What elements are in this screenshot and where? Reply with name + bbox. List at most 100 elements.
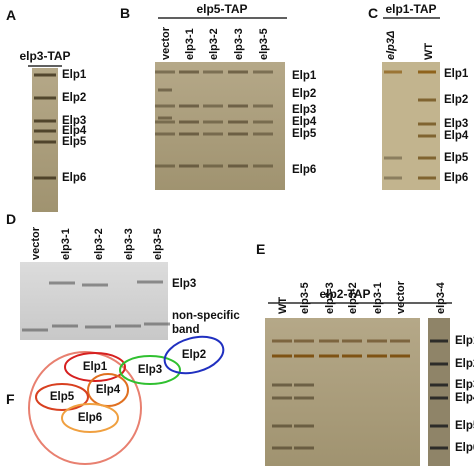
lane-label: elp3-1 <box>372 282 384 314</box>
band <box>34 140 56 144</box>
band-label: Elp4 <box>62 125 87 137</box>
band <box>179 132 199 136</box>
lane-label: vector <box>30 226 42 260</box>
band <box>272 354 292 358</box>
band-label: Elp1 <box>292 70 317 82</box>
band-label: Elp4 <box>292 116 317 128</box>
node-label: Elp2 <box>182 349 206 361</box>
band <box>34 176 56 180</box>
band <box>294 396 314 400</box>
band <box>34 96 56 100</box>
lane-label: elp3-1 <box>184 28 196 60</box>
band <box>179 120 199 124</box>
band <box>430 446 448 450</box>
gels <box>20 62 450 466</box>
panel-title: elp5-TAP <box>196 2 247 16</box>
band-label: Elp3 <box>455 379 474 391</box>
band <box>158 116 172 120</box>
lane-label: elp3-2 <box>208 28 220 60</box>
complex-outline <box>28 351 142 465</box>
band <box>179 70 199 74</box>
lane-label: elp3-5 <box>299 282 311 314</box>
diagram <box>28 335 225 465</box>
band <box>418 134 436 138</box>
band-label: Elp5 <box>455 420 474 432</box>
lane-label: elp3-5 <box>152 228 164 260</box>
node-elp1 <box>64 352 126 382</box>
panel-title: elp3-TAP <box>19 49 70 63</box>
band <box>430 383 448 387</box>
band <box>137 280 163 284</box>
band <box>430 362 448 366</box>
band <box>179 104 199 108</box>
band <box>155 70 175 74</box>
node-label: Elp4 <box>96 384 121 396</box>
band <box>155 132 175 136</box>
band <box>253 104 273 108</box>
band <box>228 132 248 136</box>
band <box>342 339 362 343</box>
band-label: Elp2 <box>444 94 468 106</box>
band <box>203 70 223 74</box>
lane-label: WT <box>423 43 435 60</box>
band-label: Elp4 <box>455 392 474 404</box>
band <box>294 446 314 450</box>
panel-label: F <box>6 391 15 407</box>
band <box>418 98 436 102</box>
node-label: Elp5 <box>50 391 75 403</box>
band-label: Elp6 <box>444 172 468 184</box>
band-label: Elp2 <box>455 358 474 370</box>
gel-a <box>32 68 58 212</box>
band-label: Elp6 <box>455 442 474 454</box>
node-elp5 <box>35 383 89 411</box>
band-label: Elp3 <box>172 278 196 290</box>
band-label: Elp6 <box>292 164 316 176</box>
band <box>272 339 292 343</box>
band <box>179 164 199 168</box>
band <box>49 281 75 285</box>
band-label: Elp1 <box>444 68 469 80</box>
band-label: non-specific <box>172 310 240 322</box>
band <box>155 164 175 168</box>
lane-label: WT <box>277 297 289 314</box>
band <box>272 383 292 387</box>
band <box>418 156 436 160</box>
band <box>155 120 175 124</box>
node-label: Elp6 <box>78 412 102 424</box>
gel-e <box>265 318 420 466</box>
band <box>418 176 436 180</box>
band <box>418 70 436 74</box>
band <box>294 354 314 358</box>
band <box>342 354 362 358</box>
band-label: Elp3 <box>62 115 86 127</box>
band-label: Elp1 <box>62 69 87 81</box>
panel-title: elp2-TAP <box>319 287 370 301</box>
band <box>203 132 223 136</box>
band-label: band <box>172 324 199 336</box>
panel-label: D <box>6 211 16 227</box>
band <box>253 70 273 74</box>
lane-label: elp3-3 <box>324 282 336 314</box>
band-label: Elp6 <box>62 172 86 184</box>
band-label: Elp2 <box>62 92 86 104</box>
band-label: Elp3 <box>444 118 468 130</box>
band <box>430 396 448 400</box>
band-label: Elp5 <box>292 128 317 140</box>
node-elp2 <box>163 335 225 375</box>
band <box>144 322 170 326</box>
gel-e2 <box>428 318 450 466</box>
title-rules <box>28 17 452 304</box>
node-label: Elp3 <box>138 364 162 376</box>
lane-label: elp3-2 <box>347 282 359 314</box>
band <box>319 339 339 343</box>
band <box>319 354 339 358</box>
band <box>294 339 314 343</box>
band-label: Elp5 <box>444 152 469 164</box>
band <box>430 424 448 428</box>
band <box>228 70 248 74</box>
band <box>34 119 56 123</box>
band <box>85 325 111 329</box>
band <box>272 396 292 400</box>
lane-label: vector <box>160 26 172 60</box>
band <box>418 122 436 126</box>
